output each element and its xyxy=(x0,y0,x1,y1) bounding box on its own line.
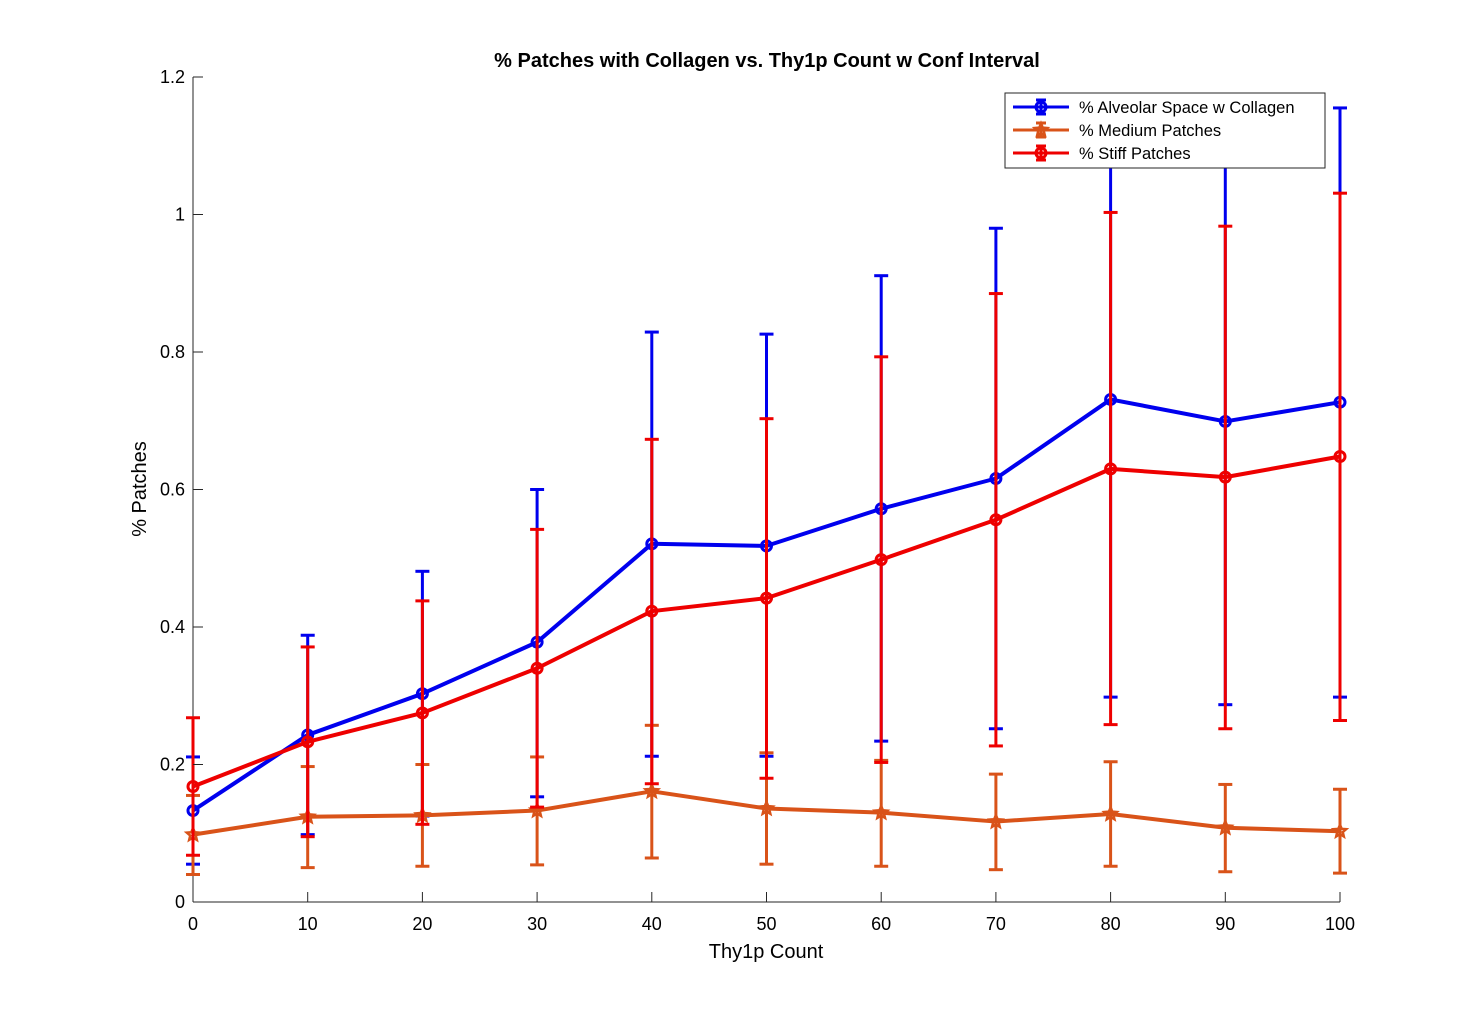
y-tick-label: 0 xyxy=(175,892,185,912)
y-tick-label: 0.8 xyxy=(160,342,185,362)
legend-swatch-marker xyxy=(1034,100,1048,114)
data-point xyxy=(1218,470,1232,484)
data-point xyxy=(642,781,662,800)
data-point xyxy=(989,513,1003,527)
x-axis-ticks: 0 10 20 30 40 50 60 70 80 90 100 xyxy=(188,892,1355,934)
y-tick-label: 0.4 xyxy=(160,617,185,637)
x-tick-label: 10 xyxy=(298,914,318,934)
x-tick-label: 20 xyxy=(412,914,432,934)
chart-title: % Patches with Collagen vs. Thy1p Count … xyxy=(494,50,1040,72)
legend: % Alveolar Space w Collagen % Medium Patc… xyxy=(1004,92,1326,169)
legend-label: % Stiff Patches xyxy=(1079,145,1191,163)
x-tick-label: 70 xyxy=(986,914,1006,934)
y-tick-label: 0.6 xyxy=(160,480,185,500)
legend-label: % Medium Patches xyxy=(1079,122,1221,140)
x-tick-label: 100 xyxy=(1325,914,1355,934)
data-point xyxy=(645,604,659,618)
legend-item: % Alveolar Space w Collagen xyxy=(1013,98,1295,117)
data-point xyxy=(530,661,544,675)
x-tick-label: 0 xyxy=(188,914,198,934)
data-point xyxy=(301,735,315,749)
data-point xyxy=(874,553,888,567)
data-point xyxy=(1333,450,1347,463)
series-line xyxy=(192,454,1341,789)
legend-label: % Alveolar Space w Collagen xyxy=(1079,99,1295,117)
x-tick-label: 50 xyxy=(756,914,776,934)
y-axis-label: % Patches xyxy=(129,441,151,537)
data-point xyxy=(1104,462,1118,476)
legend-item: % Stiff Patches xyxy=(1013,144,1191,163)
data-point xyxy=(1216,817,1235,836)
data-point xyxy=(757,798,776,817)
legend-swatch-marker xyxy=(1031,120,1051,138)
legend-item: % Medium Patches xyxy=(1013,120,1221,140)
series-2 xyxy=(183,723,1350,876)
y-tick-label: 1 xyxy=(175,205,185,225)
series-3 xyxy=(186,191,1347,857)
series-line xyxy=(192,789,1341,837)
x-tick-label: 30 xyxy=(527,914,547,934)
y-tick-label: 0.2 xyxy=(160,755,185,775)
y-axis-ticks: 0 0.2 0.4 0.6 0.8 1 1.2 xyxy=(160,67,203,912)
data-point xyxy=(1330,821,1350,840)
y-tick-label: 1.2 xyxy=(160,67,185,87)
data-point xyxy=(1101,804,1120,822)
x-axis-label: Thy1p Count xyxy=(709,941,824,963)
data-point xyxy=(871,802,891,821)
x-tick-label: 60 xyxy=(871,914,891,934)
x-tick-label: 80 xyxy=(1101,914,1121,934)
data-point xyxy=(415,706,429,720)
legend-swatch-marker xyxy=(1034,146,1048,160)
plot-area xyxy=(183,77,1350,903)
data-point xyxy=(986,811,1006,830)
data-point xyxy=(760,591,773,605)
x-tick-label: 90 xyxy=(1215,914,1235,934)
x-tick-label: 40 xyxy=(642,914,662,934)
data-point xyxy=(186,780,200,793)
